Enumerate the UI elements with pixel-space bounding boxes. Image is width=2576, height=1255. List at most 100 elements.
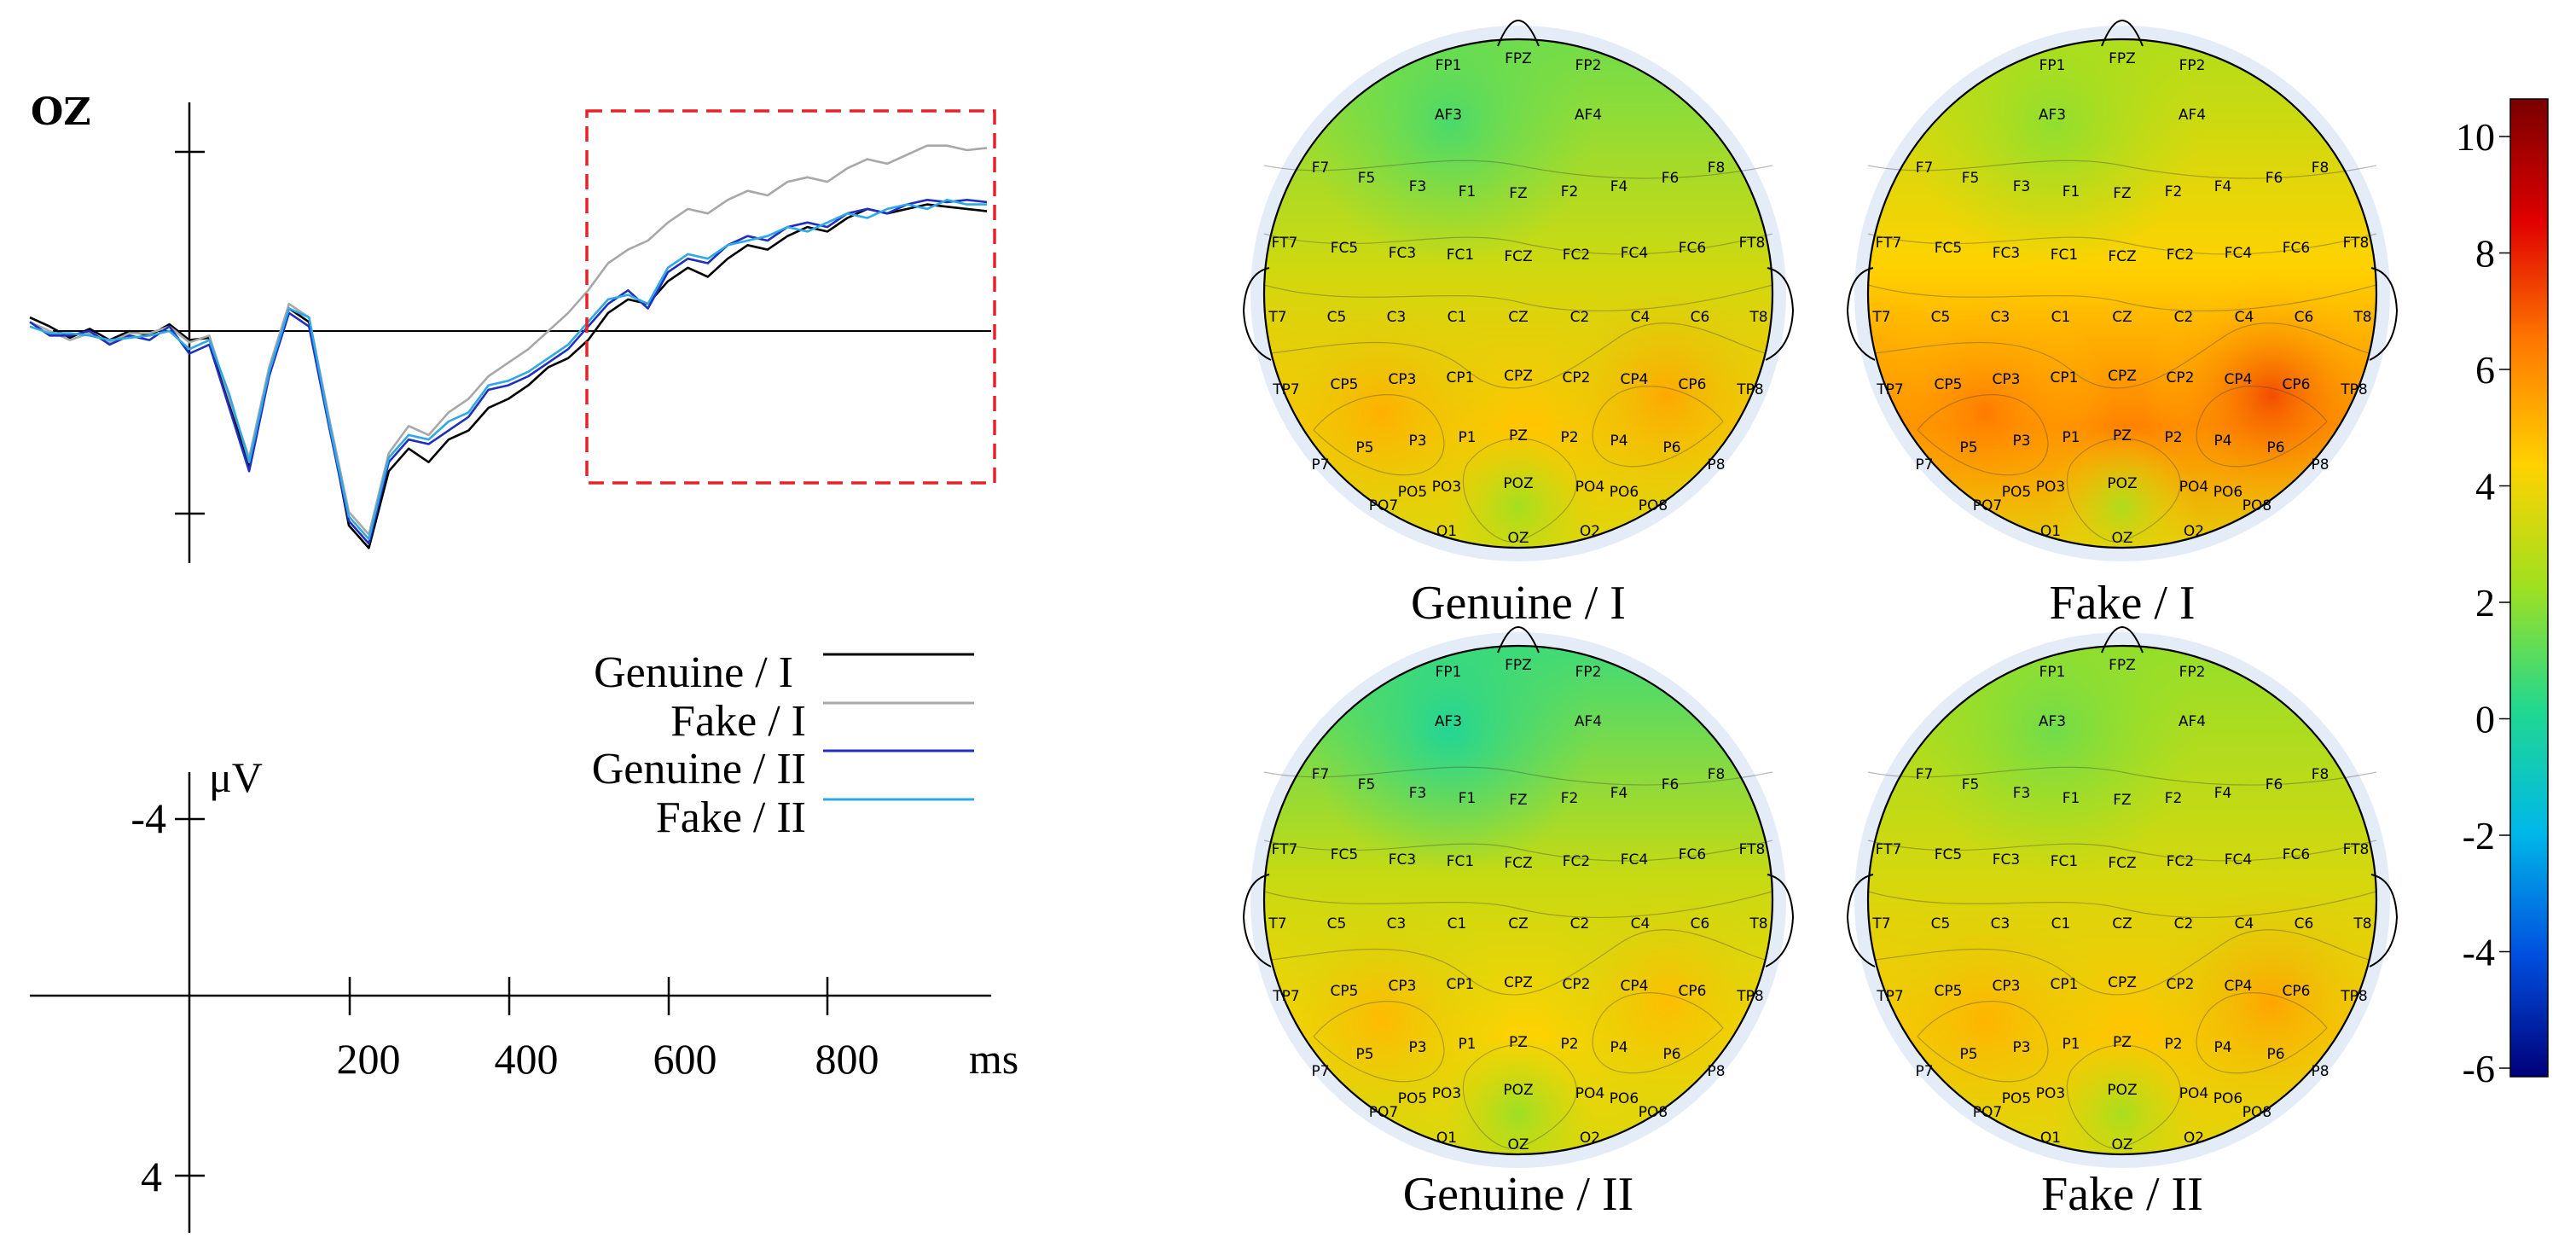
electrode-label: FP2 <box>2179 664 2206 681</box>
electrode-label: CP4 <box>2225 978 2253 995</box>
electrode-label: FC3 <box>1389 851 1416 869</box>
electrode-label: FP2 <box>2179 57 2206 74</box>
electrode-label: FZ <box>2113 185 2131 202</box>
electrode-label: FPZ <box>2109 657 2136 674</box>
electrode-label: FZ <box>1509 792 1527 809</box>
electrode-label: PO3 <box>2036 479 2065 496</box>
electrode-label: OZ <box>1507 530 1529 547</box>
topomap-contour <box>1917 1001 2049 1083</box>
electrode-label: C6 <box>2295 309 2314 326</box>
electrode-label: P8 <box>2311 1063 2329 1080</box>
electrode-label: CP3 <box>1993 371 2021 388</box>
electrode-label: F5 <box>1962 170 1980 187</box>
electrode-label: F5 <box>1962 776 1980 793</box>
electrode-label: F1 <box>2063 790 2080 807</box>
nose-icon <box>1497 626 1540 654</box>
electrode-label: P5 <box>1959 439 1977 456</box>
topomap-contour <box>1867 160 2377 179</box>
electrode-label: TP8 <box>1736 988 1763 1005</box>
electrode-label: PO7 <box>1369 1104 1398 1121</box>
topomap-region-oz <box>1264 646 1772 1154</box>
colorbar-tick-label: 6 <box>2475 348 2495 392</box>
electrode-label: PO7 <box>1369 497 1398 514</box>
electrode-label: FT8 <box>1739 235 1766 252</box>
electrode-label: C2 <box>2174 915 2194 933</box>
topomap-contour <box>1867 891 2377 918</box>
electrode-label: P2 <box>2164 1036 2182 1053</box>
colorbar-tick-label: 2 <box>2475 581 2495 625</box>
topomap-contour <box>1874 322 2370 389</box>
electrode-label: C2 <box>1570 915 1590 933</box>
electrode-label: P6 <box>2266 1046 2284 1063</box>
colorbar-gradient <box>2509 98 2549 1078</box>
legend-label: Fake / I <box>670 697 806 746</box>
electrode-label: P4 <box>2213 1039 2231 1056</box>
electrode-label: C6 <box>1691 309 1710 326</box>
colorbar-tick-label: 10 <box>2456 115 2495 159</box>
electrode-label: CPZ <box>1504 368 1533 385</box>
electrode-label: FP1 <box>2039 57 2066 74</box>
electrode-label: P4 <box>1610 433 1627 450</box>
electrode-label: PO5 <box>1398 484 1427 501</box>
electrode-label: O2 <box>1580 523 1600 540</box>
right-ear-icon <box>2369 267 2399 361</box>
electrode-label: CP5 <box>1331 376 1359 393</box>
topomap-region-oz <box>1868 646 2376 1154</box>
x-tick-label: 600 <box>653 1035 717 1083</box>
electrode-label: PZ <box>2113 1034 2132 1051</box>
head-outline <box>1262 38 1774 549</box>
legend-item: Fake / I <box>670 697 974 746</box>
erp-line-fake-i <box>29 144 988 536</box>
left-ear-icon <box>1846 267 1876 361</box>
topomap-genuine-ii: FP1 FPZ FP2 AF3 AF4 F7 F5 F3 F1 FZ F2 F4 F6 F8 FT7 FC5 F… <box>1242 626 1795 1168</box>
electrode-label: FPZ <box>1505 657 1532 674</box>
electrode-label: F3 <box>2013 785 2031 802</box>
electrode-label: F4 <box>2214 178 2232 195</box>
right-ear-icon <box>1765 267 1795 361</box>
electrode-label: P8 <box>1707 456 1725 474</box>
y-unit-label: μV <box>209 753 263 801</box>
electrode-label: T8 <box>1749 915 1767 933</box>
electrode-label: O1 <box>1436 523 1457 540</box>
electrode-label: PZ <box>1509 1034 1528 1051</box>
electrode-label: C1 <box>1448 309 1467 326</box>
electrode-label: P5 <box>1355 439 1373 456</box>
electrode-label: OZ <box>1507 1136 1529 1153</box>
electrode-label: P8 <box>2311 456 2329 474</box>
electrode-label: O2 <box>2184 1130 2204 1147</box>
electrode-label: F8 <box>2312 766 2329 783</box>
electrode-label: F1 <box>1459 183 1477 200</box>
electrode-label: C2 <box>1570 309 1590 326</box>
topomap-contour <box>1867 766 2377 786</box>
electrode-label: CP1 <box>1447 976 1475 993</box>
colorbar-tick-label: 8 <box>2475 232 2495 276</box>
colorbar-tick-label: -2 <box>2463 814 2495 857</box>
electrode-label: C5 <box>1327 915 1347 933</box>
topomap-contour <box>1263 160 1773 179</box>
channel-label: OZ <box>31 90 90 134</box>
electrode-label: F3 <box>1409 178 1427 195</box>
electrode-label: F8 <box>1708 766 1726 783</box>
electrode-label: AF4 <box>1575 713 1602 730</box>
electrode-label: C3 <box>1991 309 2010 326</box>
electrode-label: FC3 <box>1389 245 1416 262</box>
electrode-label: FC6 <box>2283 240 2310 257</box>
topomap-contour <box>1263 840 1773 862</box>
electrode-label: AF4 <box>2179 107 2206 124</box>
time-window-highlight <box>585 109 996 485</box>
electrode-label: PO7 <box>1973 1104 2002 1121</box>
electrode-label: O2 <box>1580 1130 1600 1147</box>
topomap-contour <box>1592 992 1724 1074</box>
electrode-label: FCZ <box>1504 248 1532 265</box>
legend-item: Genuine / II <box>592 745 974 793</box>
topomap-fake-ii: FP1 FPZ FP2 AF3 AF4 F7 F5 F3 F1 FZ F2 F4 F6 F8 FT7 FC5 F… <box>1846 626 2399 1168</box>
topomap-contour <box>2196 992 2328 1074</box>
electrode-label: T7 <box>1268 309 1286 326</box>
electrode-label: F1 <box>2063 183 2080 200</box>
electrode-label: PO8 <box>1639 1104 1668 1121</box>
topomap-fake-i: FP1 FPZ FP2 AF3 AF4 F7 F5 F3 F1 FZ F2 F4 F6 F8 FT7 FC5 F… <box>1846 20 2399 561</box>
electrode-label: C5 <box>1931 309 1951 326</box>
electrode-label: FCZ <box>2108 855 2136 872</box>
topomap-contour <box>1270 322 1767 389</box>
electrode-label: AF3 <box>1435 107 1462 124</box>
